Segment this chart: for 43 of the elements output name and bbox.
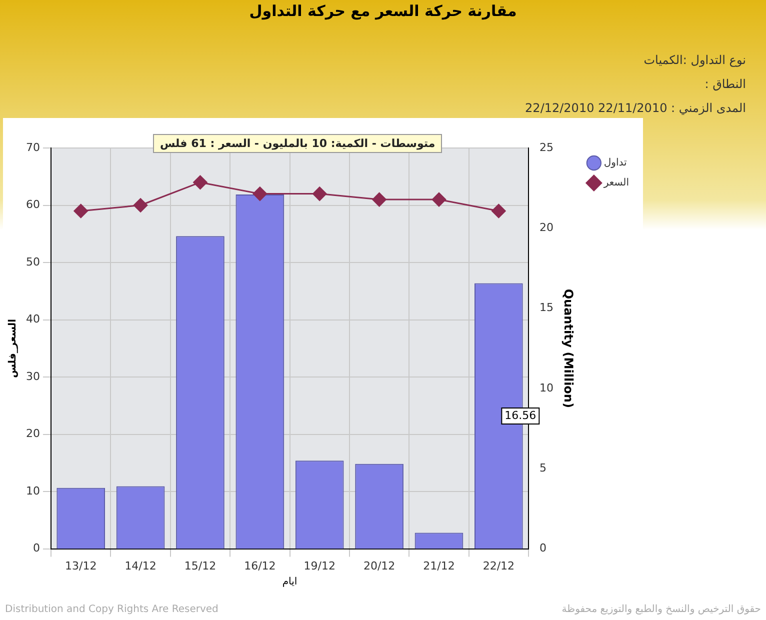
x-tick-label: 20/12 — [363, 559, 396, 572]
text: النطاق : — [704, 77, 746, 91]
legend-label: السعر — [602, 178, 630, 189]
data-label: 16.56 — [504, 408, 536, 422]
point — [432, 192, 446, 207]
y-tick-label: 50 — [26, 255, 40, 268]
point — [134, 198, 148, 212]
y-tick-label: 20 — [26, 427, 40, 440]
point — [492, 204, 506, 218]
y-axis-title: السعر_فلس — [8, 318, 19, 378]
legend-label: تداول — [604, 158, 628, 169]
x-tick-label: 22/12 — [482, 559, 515, 572]
x-tick-label: 14/12 — [124, 559, 156, 572]
y2-tick-label: 15 — [540, 301, 554, 314]
x-tick-label: 15/12 — [184, 559, 216, 572]
x-tick-label: 19/12 — [304, 559, 336, 572]
y2-tick-label: 5 — [540, 462, 547, 474]
y2-tick-label: 10 — [540, 381, 554, 394]
text: Distribution and Copy Rights Are Reserved — [5, 604, 218, 615]
y2-axis-title: Quantity (Million) — [562, 288, 576, 408]
y-tick-label: 60 — [26, 198, 40, 212]
point — [193, 175, 208, 190]
y-tick-label: 0 — [32, 542, 40, 555]
text: حقوق الترخيص والنسخ والطبع والتوزيع محفوظة — [562, 604, 761, 615]
x-tick-label: 21/12 — [423, 559, 455, 572]
text: نوع التداول :الكميات — [644, 53, 746, 67]
chart-title: مقارنة حركة السعر مع حركة التداول — [249, 2, 517, 20]
point — [74, 204, 88, 218]
y-tick-label: 70 — [26, 140, 40, 154]
point — [252, 186, 267, 201]
y-tick-label: 40 — [26, 312, 40, 326]
y2-tick-label: 0 — [540, 542, 547, 555]
point — [312, 186, 327, 201]
y-tick-label: 30 — [26, 370, 40, 383]
point — [372, 192, 386, 207]
x-tick-label: 16/12 — [244, 559, 276, 572]
x-axis-title: ايام — [282, 576, 298, 588]
annotation: متوسطات - الكمية: 10 بالمليون - السعر : 61 فلس — [160, 137, 436, 150]
y2-tick-label: 20 — [540, 221, 554, 234]
x-tick-label: 13/12 — [64, 559, 97, 572]
y-tick-label: 10 — [26, 484, 40, 498]
y2-tick-label: 25 — [540, 140, 554, 154]
text: المدى الزمني : 22/11/2010 22/12/2010 — [525, 101, 746, 115]
